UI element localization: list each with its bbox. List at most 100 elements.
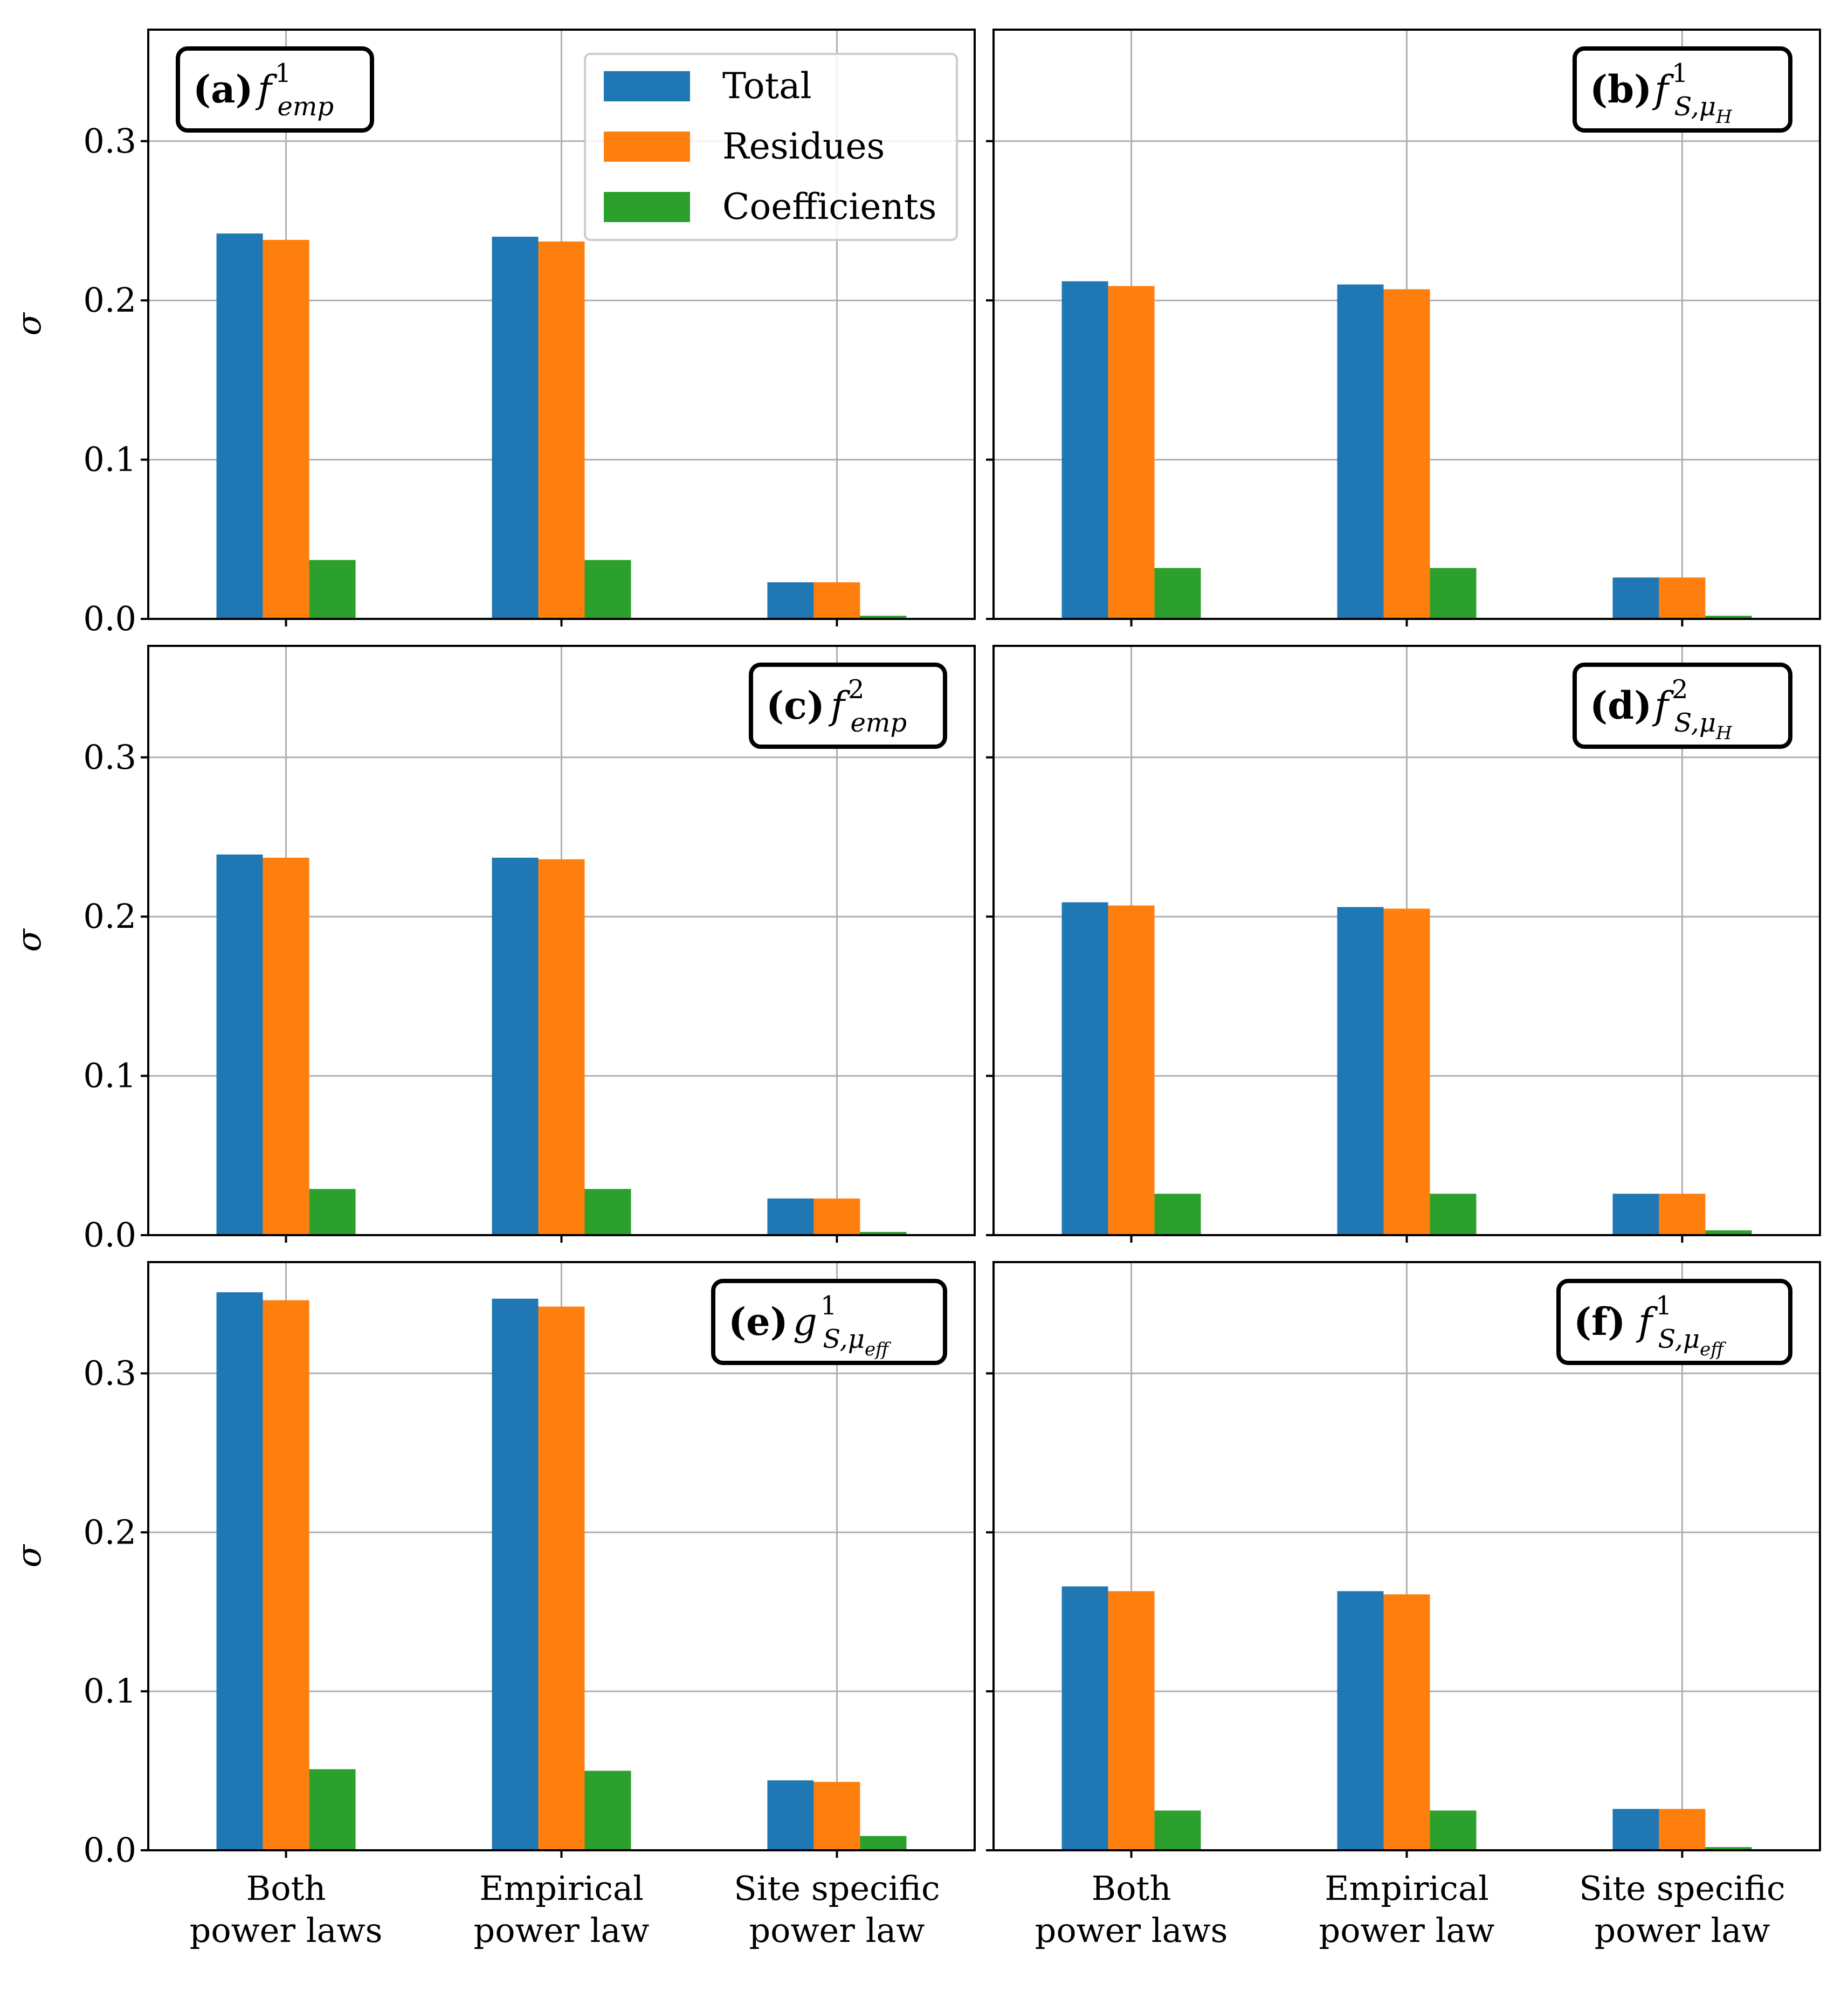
legend-label-residues: Residues [722,126,885,167]
y-axis-label: σ [9,928,49,952]
bar-d-residues-0 [1108,905,1155,1235]
panel-label-box [711,1279,947,1365]
y-axis-label: σ [9,1544,49,1568]
bar-a-total-0 [216,233,263,619]
bar-c-total-2 [767,1198,814,1235]
bar-b-total-0 [1061,281,1108,619]
bar-f-residues-2 [1659,1809,1706,1850]
bar-d-residues-1 [1383,908,1430,1235]
bar-e-coefficients-0 [309,1769,356,1850]
bar-c-coefficients-1 [584,1189,631,1235]
title-subsub: H [1715,722,1733,744]
legend-label-total: Total [722,65,812,107]
bar-e-coefficients-2 [860,1836,907,1850]
title-sub: emp [850,708,907,738]
panel-label-title: g 1 S,μeff [793,1291,891,1360]
panel-label: (b) f 1 S,μH [1573,46,1792,133]
bar-c-total-0 [216,854,263,1235]
panel-b: (b) f 1 S,μH [986,29,1821,626]
bar-f-residues-1 [1383,1594,1430,1850]
bar-c-residues-0 [263,857,309,1235]
title-subsub: eff [1700,1339,1726,1360]
x-tick-label: Site specific [1579,1869,1785,1908]
x-tick-label: power laws [1035,1911,1228,1950]
y-tick-label: 0.3 [83,1353,136,1393]
x-tick-label: Empirical [1325,1869,1489,1908]
bar-e-residues-0 [263,1300,309,1850]
bar-a-total-2 [767,582,814,619]
x-tick-label: Empirical [479,1869,644,1908]
legend-label-coefficients: Coefficients [722,186,936,228]
y-tick-label: 0.1 [83,1671,136,1711]
panel-label-box [1573,663,1792,749]
bar-f-coefficients-1 [1430,1810,1477,1850]
panel-d: (d) f 2 S,μH [986,645,1821,1243]
bar-f-total-0 [1061,1586,1108,1850]
x-tick-label: power law [749,1911,925,1950]
panel-label: (e) g 1 S,μeff [711,1279,947,1365]
panel-label-box [1573,46,1792,133]
bar-b-total-1 [1337,284,1384,619]
title-sup: 1 [275,58,292,88]
bar-e-residues-2 [813,1782,860,1850]
y-axis-label: σ [9,312,49,336]
bar-a-coefficients-1 [584,560,631,619]
panel-label: (d) f 2 S,μH [1573,663,1792,749]
y-tick-label: 0.2 [83,280,136,320]
bar-e-residues-1 [538,1306,585,1850]
y-tick-label: 0.3 [83,738,136,777]
bar-c-coefficients-2 [860,1232,907,1235]
title-sup: 2 [1672,674,1688,705]
bar-a-residues-0 [263,239,309,619]
x-tick-label: Site specific [734,1869,940,1908]
bar-d-coefficients-2 [1705,1230,1752,1235]
bar-e-total-2 [767,1780,814,1850]
x-tick-label: Both [246,1869,326,1908]
x-tick-label: power law [474,1911,650,1950]
y-tick-label: 0.2 [83,1512,136,1552]
bar-d-coefficients-0 [1154,1194,1201,1235]
legend: Total Residues Coefficients [584,53,958,241]
bar-e-total-1 [492,1298,539,1850]
bar-c-total-1 [492,857,539,1235]
title-subsub: H [1715,106,1733,128]
panel-label-box [749,663,947,749]
panel-a: 0.00.10.20.3σ(a) f 1 emp TotalResiduesCoeffi… [9,29,976,638]
panel-label-box [1556,1279,1792,1365]
x-tick-label: Both [1092,1869,1171,1908]
panel-label-letter: (c) [766,683,825,728]
panel-label: (f) f 1 S,μeff [1556,1279,1792,1365]
bar-b-residues-1 [1383,289,1430,619]
y-tick-label: 0.1 [83,440,136,479]
title-sub: S,μ [1674,92,1716,122]
bar-f-total-1 [1337,1591,1384,1850]
bar-b-residues-2 [1659,577,1706,619]
bar-c-residues-2 [813,1198,860,1235]
bar-a-coefficients-0 [309,560,356,619]
bar-f-total-2 [1612,1809,1659,1850]
bar-b-coefficients-2 [1705,616,1752,619]
title-sup: 1 [1656,1291,1672,1321]
title-sup: 2 [848,674,865,705]
bar-b-residues-0 [1108,286,1155,619]
title-sup: 1 [1672,58,1688,88]
bar-e-coefficients-1 [584,1770,631,1850]
title-sup: 1 [820,1291,837,1321]
title-sub: S,μ [1658,1324,1700,1354]
panel-label: (c) f 2 emp [749,663,947,749]
bar-d-total-1 [1337,907,1384,1235]
panel-label-letter: (b) [1590,67,1652,112]
bar-a-residues-1 [538,241,585,619]
bar-a-coefficients-2 [860,616,907,619]
title-sub: emp [277,92,334,122]
bar-c-residues-1 [538,859,585,1235]
panel-label-title: f 2 S,μH [1652,674,1733,744]
legend-swatch-total [604,71,690,101]
legend-swatch-residues [604,132,690,162]
y-tick-label: 0.1 [83,1056,136,1096]
bar-b-coefficients-1 [1430,568,1477,619]
bar-d-total-0 [1061,902,1108,1235]
bar-d-total-2 [1612,1194,1659,1235]
